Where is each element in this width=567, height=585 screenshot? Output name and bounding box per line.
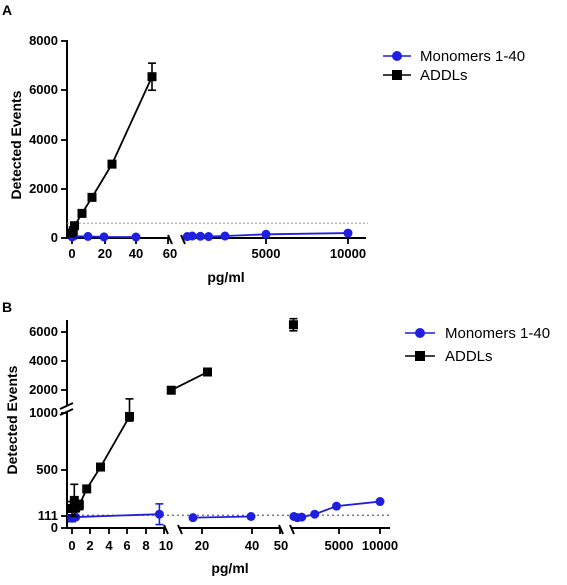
panel-b-x-break-mark: [278, 524, 284, 535]
panel-a-point-monomers: [195, 231, 205, 241]
panel-b-x-tick-label: 2: [86, 538, 93, 553]
panel-a-point-monomers: [220, 231, 230, 241]
panel-b-x-tick-label: 8: [142, 538, 149, 553]
panel-a-y-tick-label: 4000: [29, 132, 58, 147]
panel-b-point-addls: [125, 411, 134, 421]
panel-a: A Detected Events pg/ml 0 2000 4000 6000…: [2, 2, 525, 285]
panel-b-x-break-mark: [289, 524, 295, 535]
panel-a-legend-label-addls: ADDLs: [420, 67, 468, 84]
panel-b-point-addls: [96, 462, 106, 472]
panel-b-y-tick-label: 4000: [29, 353, 58, 368]
panel-b-y-tick-label: 6000: [29, 324, 58, 339]
panel-b-point-monomers: [297, 512, 307, 522]
panel-b-x-tick-label: 0: [68, 538, 75, 553]
panel-a-x-tick-label: 0: [68, 246, 75, 261]
panel-a-x-tick-label: 10000: [330, 246, 366, 261]
panel-a-point-monomers: [343, 228, 353, 238]
panel-b-point-addls: [69, 495, 79, 505]
panel-a-point-addls: [68, 226, 78, 236]
panel-b-y-tick-label: 0: [51, 520, 58, 535]
panel-a-point-addls: [87, 192, 97, 202]
panel-a-legend-marker-monomers: [392, 51, 402, 61]
panel-a-data: [67, 62, 353, 242]
panel-a-x-axis-label: pg/ml: [207, 269, 244, 285]
panel-b-point-addls: [82, 484, 92, 494]
panel-a-legend-label-monomers: Monomers 1-40: [420, 48, 525, 65]
panel-b-y-tick-label: 1000: [29, 405, 58, 420]
panel-a-point-addls: [147, 72, 157, 82]
panel-a-point-addls: [77, 208, 87, 218]
panel-b-x-break-mark: [177, 524, 183, 535]
panel-b-point-monomers: [332, 501, 341, 511]
panel-b-x-tick-label: 10000: [362, 538, 398, 553]
panel-a-legend-marker-addls: [392, 70, 402, 80]
panel-b-legend-label-addls: ADDLs: [445, 348, 493, 365]
panel-b-series-line-addls: [170, 371, 208, 392]
panel-a-point-monomers: [204, 232, 214, 242]
panel-b-x-tick-label: 40: [245, 538, 259, 553]
panel-b-legend-marker-monomers: [415, 328, 425, 338]
panel-b-legend-marker-addls: [415, 351, 425, 361]
panel-a-x-tick-label: 40: [129, 246, 143, 261]
panel-b-y-tick-label: 500: [36, 462, 58, 477]
panel-b-legend: Monomers 1-40 ADDLs: [405, 325, 550, 365]
panel-b-x-tick-label: 6: [123, 538, 130, 553]
panel-b-label: B: [2, 299, 12, 315]
panel-b-x-tick-label: 20: [195, 538, 209, 553]
panel-b-y-tick-label: 111: [38, 508, 58, 523]
panel-a-point-monomers: [83, 231, 93, 241]
panel-a-x-tick-label: 20: [98, 246, 112, 261]
panel-b-series-line-monomers: [192, 515, 252, 519]
panel-b: B Detected Events pg/ml 0 111 500 1000 2…: [2, 299, 550, 576]
panel-b-y-break-mark: [59, 408, 74, 416]
panel-a-y-tick-label: 2000: [29, 181, 58, 196]
panel-a-point-monomers: [261, 229, 271, 239]
panel-a-y-tick-label: 6000: [29, 82, 58, 97]
panel-b-point-addls: [74, 500, 84, 510]
panel-a-break-mark: [180, 234, 186, 245]
panel-a-point-monomers: [187, 231, 197, 241]
panel-b-point-addls: [288, 320, 298, 330]
panel-b-x-axis-label: pg/ml: [211, 560, 248, 576]
panel-a-legend: Monomers 1-40 ADDLs: [383, 48, 525, 84]
panel-b-legend-label-monomers: Monomers 1-40: [445, 325, 550, 342]
panel-a-point-monomers: [99, 232, 109, 242]
panel-b-y-break-mark: [59, 402, 74, 410]
panel-b-y-tick-label: 2000: [29, 382, 58, 397]
panel-b-y-axis-label: Detected Events: [4, 365, 20, 474]
panel-b-point-monomers: [188, 513, 198, 523]
panel-a-y-axis-label: Detected Events: [8, 90, 24, 199]
panel-b-point-monomers: [154, 509, 164, 519]
panel-a-label: A: [2, 2, 12, 18]
panel-b-point-monomers: [246, 512, 256, 521]
panel-a-break-mark: [167, 234, 173, 245]
panel-b-point-monomers: [310, 509, 320, 519]
panel-b-series-line-addls: [71, 416, 131, 509]
panel-b-x-tick-label: 10: [159, 538, 173, 553]
panel-b-point-addls: [203, 367, 212, 377]
panel-b-x-tick-label: 4: [105, 538, 113, 553]
panel-b-point-addls: [166, 385, 176, 395]
panel-b-series-line-monomers: [71, 513, 160, 520]
panel-b-data: [67, 317, 385, 526]
panel-a-x-tick-label: 60: [163, 246, 177, 261]
panel-a-y-tick-label: 8000: [29, 33, 58, 48]
panel-a-point-addls: [107, 159, 117, 169]
panel-b-x-tick-label: 50: [274, 538, 288, 553]
panel-a-x-tick-label: 5000: [252, 246, 281, 261]
panel-a-y-tick-label: 0: [51, 230, 58, 245]
panel-a-point-monomers: [131, 232, 141, 242]
panel-b-point-monomers: [375, 497, 385, 507]
panel-b-x-break-mark: [163, 524, 169, 535]
panel-a-point-addls: [70, 221, 80, 231]
panel-b-x-tick-label: 5000: [325, 538, 354, 553]
